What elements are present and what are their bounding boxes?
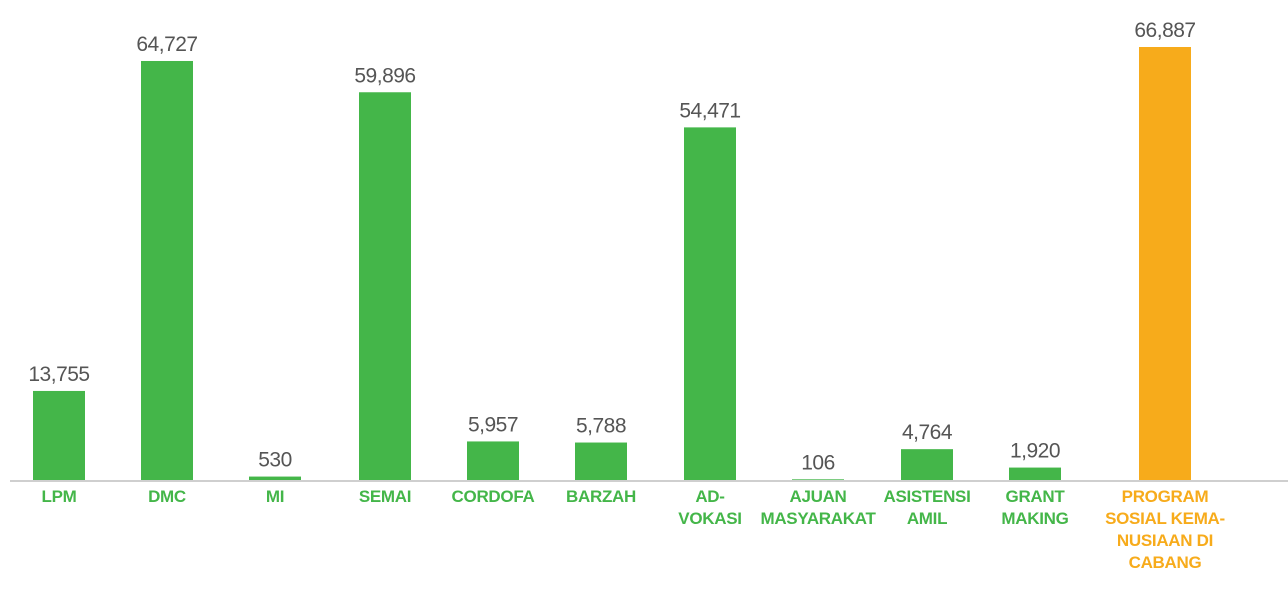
bar <box>33 390 85 480</box>
category-label: MI <box>265 487 285 506</box>
bar <box>1139 47 1191 480</box>
category-label: GRANT MAKING <box>1001 487 1069 528</box>
value-label: 5,788 <box>576 415 626 438</box>
bar <box>901 449 953 480</box>
bar <box>575 442 627 480</box>
bar <box>684 127 736 480</box>
category-label: ASISTENSI AMIL <box>883 487 971 528</box>
value-label: 54,471 <box>679 99 740 122</box>
bar <box>792 479 844 480</box>
category-label: CORDOFA <box>451 487 535 506</box>
value-label: 64,727 <box>136 33 197 56</box>
value-label: 4,764 <box>902 421 953 444</box>
bar <box>467 441 519 480</box>
value-label: 66,887 <box>1134 19 1195 42</box>
bar <box>1009 467 1061 480</box>
category-label: PROGRAM SOSIAL KEMA- NUSIAAN DI CABANG <box>1105 487 1225 572</box>
category-label: DMC <box>148 487 186 506</box>
category-label: AD- VOKASI <box>678 487 742 528</box>
category-label: BARZAH <box>566 487 636 506</box>
category-label: AJUAN MASYARAKAT <box>760 487 876 528</box>
value-label: 13,755 <box>28 363 89 386</box>
bar <box>141 60 193 481</box>
value-label: 106 <box>801 451 835 474</box>
bar <box>359 92 411 481</box>
value-label: 1,920 <box>1010 440 1060 463</box>
value-label: 59,896 <box>354 64 415 87</box>
category-label: SEMAI <box>358 487 412 506</box>
value-label: 530 <box>258 449 292 472</box>
bar <box>249 476 301 480</box>
value-label: 5,957 <box>468 413 518 436</box>
category-label: LPM <box>41 487 77 506</box>
